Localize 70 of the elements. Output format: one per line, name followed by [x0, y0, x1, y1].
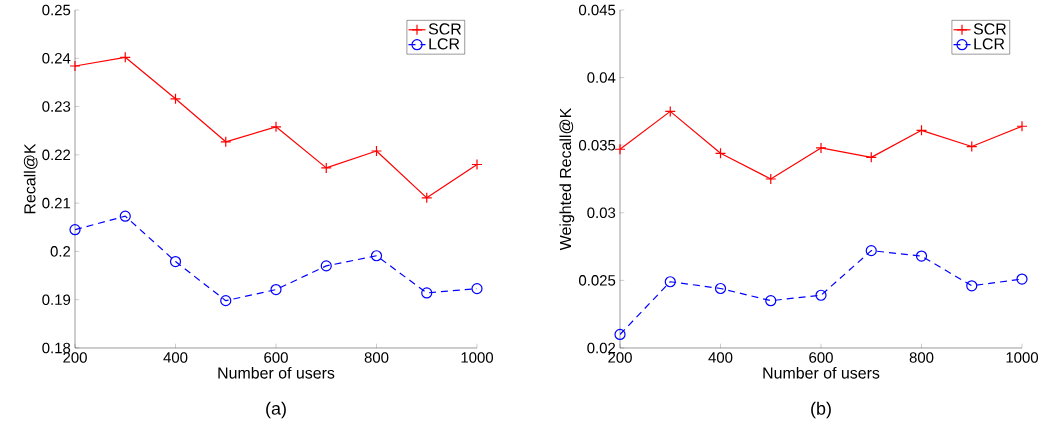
legend-label: LCR [429, 38, 460, 50]
y-tick-label: 0.02 [587, 342, 616, 354]
point [1016, 120, 1028, 132]
x-axis-title: Number of users [763, 366, 880, 379]
y-tick-label: 0.25 [42, 4, 71, 16]
point [1016, 273, 1028, 285]
x-axis-title: Number of users [218, 366, 335, 379]
y-axis-title: Weighted Recall@K [559, 107, 575, 251]
point [966, 280, 978, 292]
x-tick-label: 1000 [461, 352, 494, 363]
point [765, 173, 777, 185]
legend-label: SCR [428, 23, 462, 35]
point [370, 250, 383, 262]
point [714, 147, 727, 159]
point [119, 51, 131, 63]
y-tick-label: 0.21 [42, 197, 71, 209]
point [915, 124, 928, 136]
point [69, 224, 81, 236]
legend-label: LCR [974, 38, 1005, 50]
point [815, 289, 827, 301]
point [664, 105, 676, 117]
y-axis-title: Recall@K [23, 143, 38, 214]
point [915, 250, 928, 262]
point [320, 162, 332, 174]
x-tick-label: 200 [63, 352, 87, 363]
y-tick-label: 0.2 [50, 246, 71, 257]
point [169, 255, 182, 268]
y-tick-label: 0.19 [42, 294, 71, 305]
point [815, 142, 827, 154]
x-tick-label: 1000 [1006, 352, 1039, 363]
x-tick-label: 600 [264, 352, 288, 363]
point [119, 210, 131, 222]
x-tick-label: 600 [809, 352, 833, 363]
y-tick-label: 0.04 [587, 72, 616, 83]
point [69, 60, 81, 72]
point [169, 93, 182, 105]
point [765, 295, 777, 307]
point [714, 282, 727, 295]
x-tick-label: 800 [909, 352, 934, 363]
point [270, 283, 282, 296]
point [471, 282, 483, 295]
x-tick-label: 400 [708, 352, 733, 363]
point [220, 295, 232, 307]
point [664, 276, 676, 288]
y-tick-label: 0.035 [579, 139, 616, 151]
x-tick-label: 200 [608, 352, 632, 363]
point [865, 151, 877, 163]
text: (b) [811, 401, 831, 419]
text: (a) [266, 401, 286, 419]
point [220, 136, 232, 148]
point [966, 140, 978, 153]
point [471, 158, 483, 171]
point [270, 121, 282, 133]
y-tick-label: 0.18 [42, 342, 71, 354]
point [614, 328, 626, 341]
point [865, 245, 877, 257]
y-tick-label: 0.23 [42, 101, 71, 112]
point [370, 145, 383, 157]
y-tick-label: 0.24 [42, 52, 71, 64]
y-tick-label: 0.03 [587, 207, 616, 219]
y-tick-label: 0.025 [579, 275, 616, 286]
point [320, 260, 332, 272]
point [421, 192, 433, 204]
y-tick-label: 0.045 [579, 4, 616, 16]
x-tick-label: 400 [163, 352, 188, 363]
point [614, 143, 626, 155]
point [421, 287, 433, 299]
x-tick-label: 800 [364, 352, 389, 363]
y-tick-label: 0.22 [42, 149, 71, 161]
legend-label: SCR [973, 23, 1007, 35]
